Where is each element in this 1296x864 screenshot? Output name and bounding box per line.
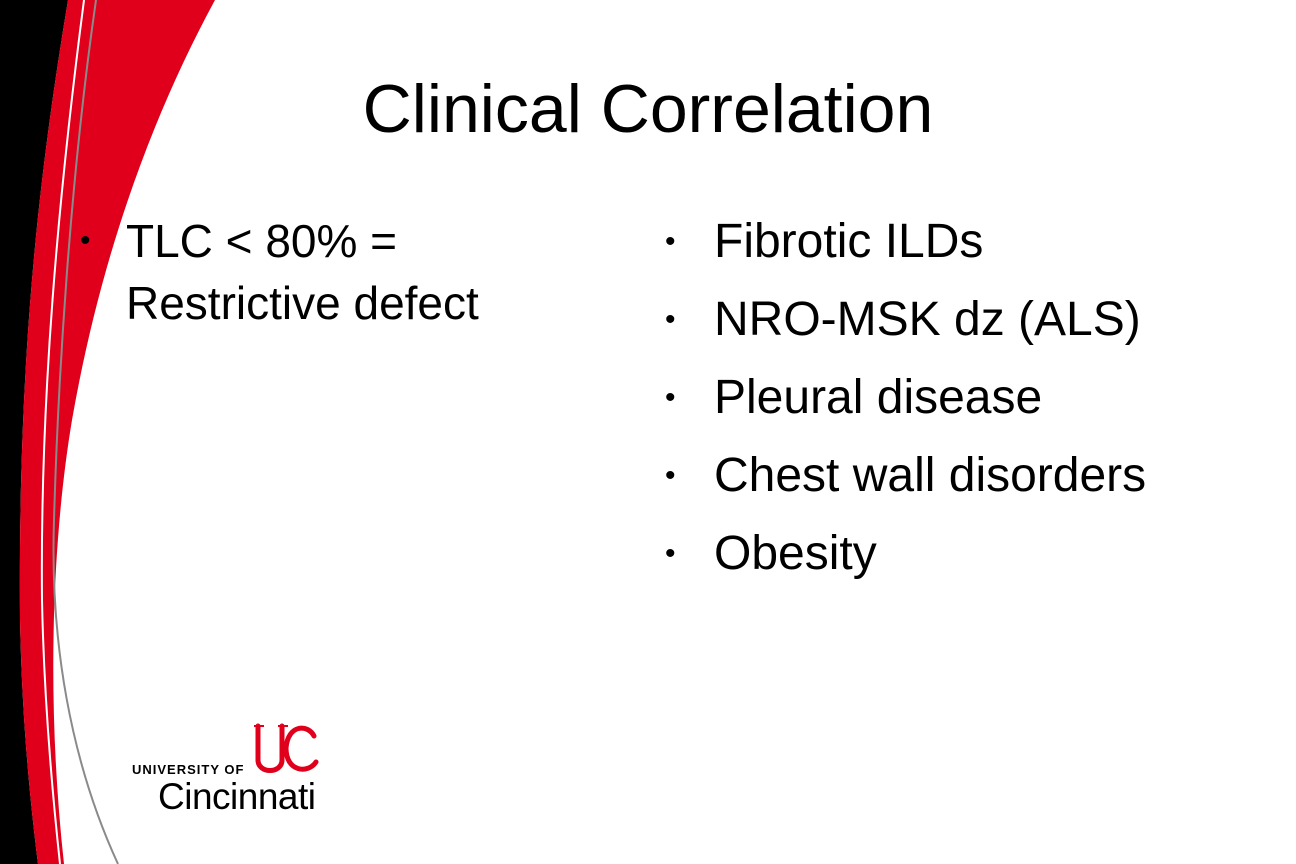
gray-thin-curve <box>52 0 119 864</box>
bullet-icon: • <box>665 225 676 258</box>
logo-line-university: UNIVERSITY OF <box>132 762 245 777</box>
uc-monogram-icon <box>254 723 319 773</box>
university-logo: UNIVERSITY OF Cincinnati <box>128 720 338 820</box>
bullet-icon: • <box>80 224 91 257</box>
bullet-icon: • <box>665 381 676 414</box>
list-item: • Obesity <box>665 515 1285 593</box>
bullet-text: Chest wall disorders <box>714 449 1147 502</box>
logo-line-cincinnati: Cincinnati <box>158 776 316 817</box>
bullet-text: TLC < 80% = Restrictive defect <box>126 215 479 329</box>
left-bullet-list: • TLC < 80% = Restrictive defect <box>80 210 600 334</box>
list-item: • TLC < 80% = Restrictive defect <box>80 210 566 334</box>
red-band <box>19 0 215 864</box>
list-item: • Pleural disease <box>665 359 1285 437</box>
side-swoosh-decoration <box>0 0 215 864</box>
list-item: • Chest wall disorders <box>665 437 1285 515</box>
white-thin-curve <box>40 0 85 864</box>
list-item: • Fibrotic ILDs <box>665 203 1285 281</box>
bullet-text: Pleural disease <box>714 371 1043 424</box>
bullet-icon: • <box>665 303 676 336</box>
right-bullet-list: • Fibrotic ILDs • NRO-MSK dz (ALS) • Ple… <box>665 203 1285 593</box>
bullet-icon: • <box>665 459 676 492</box>
bullet-icon: • <box>665 537 676 570</box>
bullet-text: Obesity <box>714 527 877 580</box>
list-item: • NRO-MSK dz (ALS) <box>665 281 1285 359</box>
bullet-text: NRO-MSK dz (ALS) <box>714 293 1141 346</box>
black-band <box>0 0 68 864</box>
bullet-text: Fibrotic ILDs <box>714 215 984 268</box>
slide-title: Clinical Correlation <box>362 71 934 147</box>
